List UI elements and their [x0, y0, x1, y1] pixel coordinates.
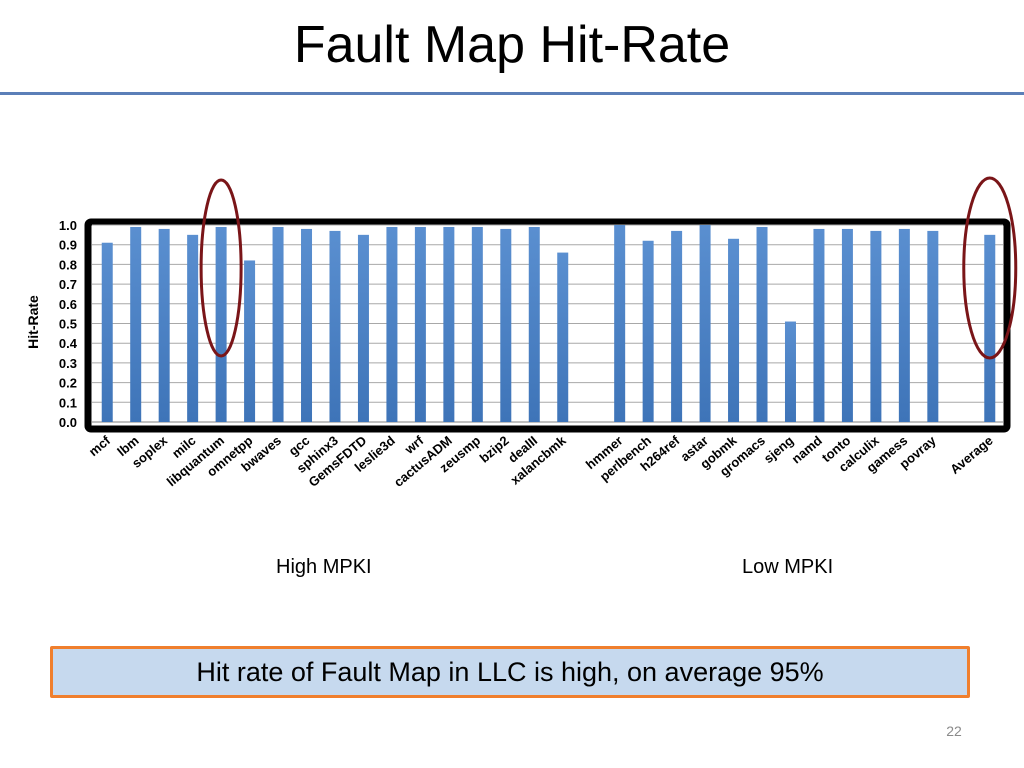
bar-mcf	[101, 242, 113, 422]
y-tick-label: 0.3	[59, 356, 77, 371]
bar-namd	[813, 228, 825, 422]
slide-title: Fault Map Hit-Rate	[293, 16, 731, 74]
bar-perlbench	[642, 240, 654, 422]
title-divider	[0, 92, 1024, 95]
y-axis-ticks: 0.0 0.1 0.2 0.3 0.4 0.5 0.6 0.7 0.8 0.9 1.0	[59, 218, 78, 430]
x-tick-label-bzip2: bzip2	[477, 433, 512, 466]
y-tick-label: 0.8	[59, 257, 77, 272]
x-tick-label-mcf: mcf	[86, 432, 114, 459]
bar-dealii	[528, 226, 540, 422]
bar-omnetpp	[244, 260, 256, 422]
summary-callout: Hit rate of Fault Map in LLC is high, on…	[50, 646, 970, 698]
bar-gamess	[898, 228, 910, 422]
bar-bwaves	[272, 226, 284, 422]
bar-gobmk	[728, 238, 740, 422]
bar-bzip2	[500, 228, 512, 422]
gridlines	[92, 224, 1003, 423]
bar-average	[984, 234, 996, 422]
chart-frame	[84, 218, 1011, 433]
bar-tonto	[841, 228, 853, 422]
bar-gemsfdtd	[357, 234, 369, 422]
bar-milc	[187, 234, 199, 422]
highlight-ellipse-average	[962, 176, 1018, 360]
bar-leslie3d	[386, 226, 398, 422]
bar-hmmer	[614, 225, 626, 422]
bar-povray	[927, 230, 939, 422]
bar-libquantum	[215, 226, 227, 422]
group-label-low-mpki: Low MPKI	[742, 556, 834, 578]
bar-xalancbmk	[557, 252, 569, 422]
bar-sjeng	[784, 321, 796, 422]
x-tick-label-namd: namd	[789, 433, 825, 467]
bar-lbm	[130, 226, 142, 422]
bar-astar	[699, 225, 711, 422]
page-number: 22	[946, 723, 962, 739]
y-tick-label: 0.2	[59, 376, 77, 391]
bar-cactusadm	[443, 226, 455, 422]
x-tick-label-average: Average	[947, 433, 996, 477]
y-tick-label: 0.9	[59, 238, 77, 253]
bar-soplex	[158, 228, 170, 422]
bar-wrf	[414, 226, 426, 422]
y-tick-label: 1.0	[59, 218, 77, 233]
y-tick-label: 0.4	[59, 336, 78, 351]
bar-zeusmp	[471, 226, 483, 422]
x-tick-label-sjeng: sjeng	[761, 433, 797, 466]
y-tick-label: 0.1	[59, 395, 77, 410]
y-tick-label: 0.5	[59, 317, 77, 332]
bar-gcc	[301, 228, 313, 422]
y-tick-label: 0.0	[59, 415, 77, 430]
bar-gromacs	[756, 226, 768, 422]
bar-h264ref	[671, 230, 683, 422]
y-tick-label: 0.7	[59, 277, 77, 292]
y-tick-label: 0.6	[59, 297, 77, 312]
bars	[101, 225, 996, 422]
bar-sphinx3	[329, 230, 341, 422]
highlight-ellipse-libquantum	[199, 178, 243, 358]
bar-calculix	[870, 230, 882, 422]
y-axis-label: Hit-Rate	[25, 295, 41, 349]
group-label-high-mpki: High MPKI	[276, 556, 372, 578]
